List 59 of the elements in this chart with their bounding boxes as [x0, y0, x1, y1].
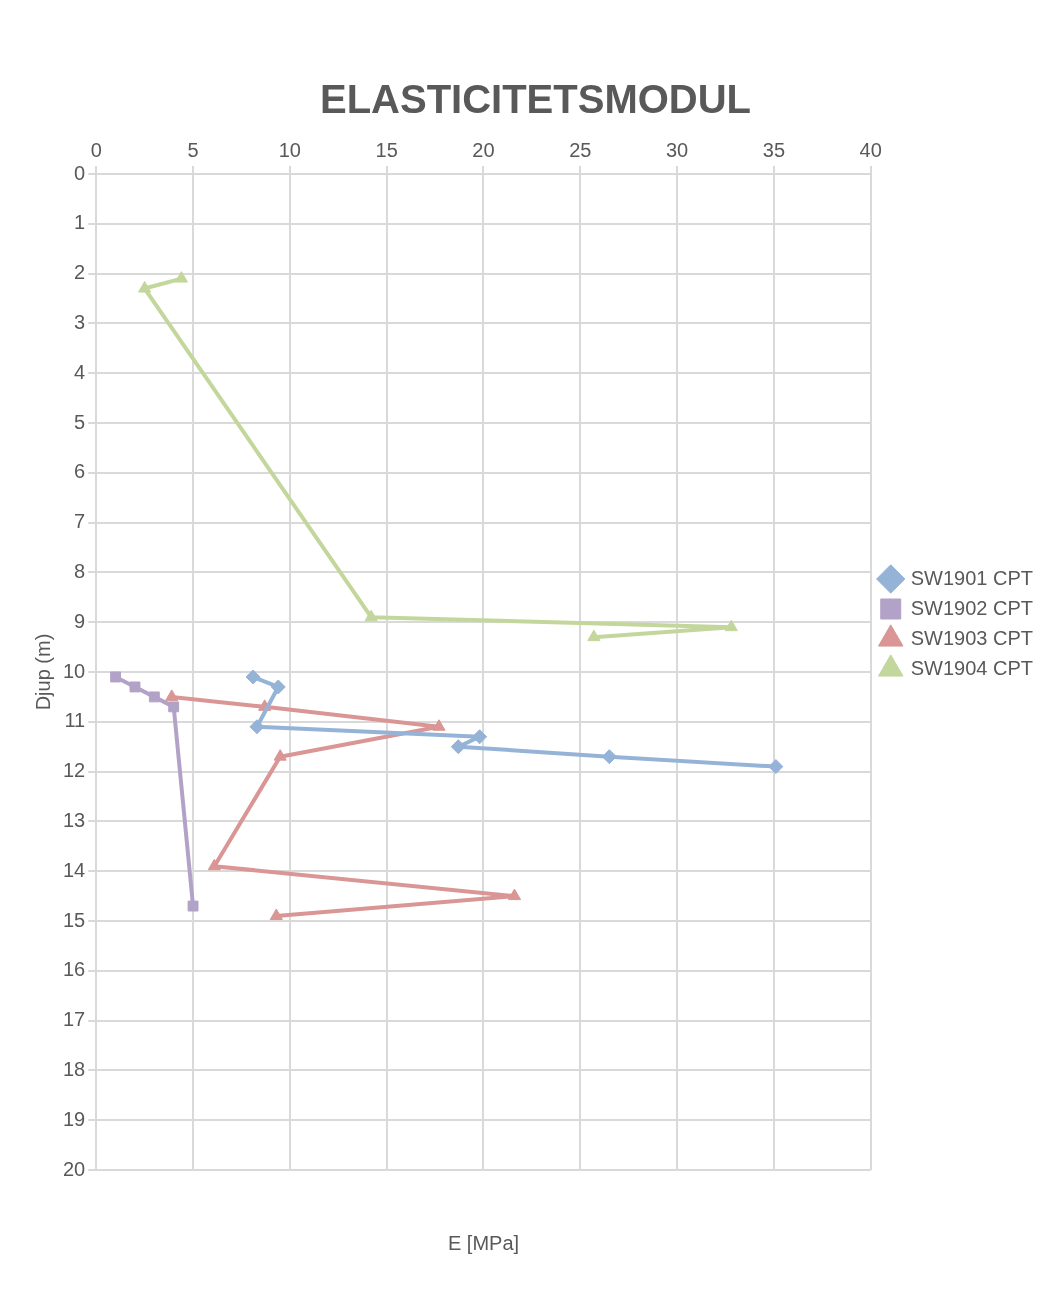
y-axis-title: Djup (m)	[31, 633, 54, 711]
y-tick-label: 12	[63, 759, 86, 782]
point	[269, 908, 283, 921]
x-tick-label: 35	[762, 138, 786, 161]
point	[187, 900, 199, 912]
legend-label: SW1901 CPT	[910, 566, 1033, 589]
point	[245, 669, 261, 685]
point	[168, 701, 180, 713]
y-tick-label: 1	[74, 211, 86, 234]
y-tick-label: 7	[74, 510, 86, 533]
y-tick-label: 15	[63, 908, 86, 931]
x-tick-label: 15	[375, 138, 398, 161]
y-tick-label: 3	[74, 310, 86, 333]
y-tick-label: 17	[63, 1008, 86, 1031]
point	[768, 759, 784, 775]
point	[507, 888, 522, 901]
point	[129, 681, 141, 693]
point	[148, 691, 160, 703]
point	[601, 749, 617, 765]
point	[472, 729, 488, 745]
point	[364, 609, 378, 622]
y-tick-label: 5	[74, 410, 86, 433]
x-tick-label: 40	[859, 138, 882, 161]
x-tick-label: 0	[90, 138, 102, 161]
x-tick-label: 10	[278, 138, 301, 161]
x-tick-label: 30	[665, 138, 689, 161]
point	[207, 858, 221, 871]
y-tick-label: 19	[63, 1107, 86, 1130]
point	[110, 671, 122, 683]
y-tick-label: 8	[74, 559, 86, 582]
point	[138, 281, 152, 293]
y-tick-label: 14	[63, 858, 86, 881]
x-tick-label: 5	[187, 138, 199, 161]
y-tick-label: 18	[63, 1057, 86, 1080]
y-tick-label: 10	[63, 659, 86, 682]
y-tick-label: 20	[63, 1157, 86, 1180]
y-tick-label: 6	[74, 460, 86, 483]
chart-title: ELASTICITETSMODUL	[319, 77, 752, 122]
point	[174, 271, 188, 283]
point	[587, 629, 601, 642]
y-tick-label: 16	[63, 958, 86, 981]
point	[249, 719, 265, 735]
y-tick-label: 13	[63, 808, 86, 831]
legend-label: SW1903 CPT	[910, 626, 1033, 649]
point	[724, 619, 738, 632]
point	[165, 689, 179, 701]
point	[270, 679, 286, 695]
y-tick-label: 11	[64, 709, 86, 732]
point	[273, 749, 287, 761]
legend-label: SW1904 CPT	[910, 656, 1033, 679]
x-tick-label: 25	[569, 138, 592, 161]
y-tick-label: 4	[74, 360, 86, 383]
y-tick-label: 2	[74, 261, 86, 284]
point	[432, 719, 446, 731]
y-tick-label: 9	[74, 609, 86, 632]
legend-label: SW1902 CPT	[910, 596, 1033, 619]
y-tick-label: 0	[74, 161, 86, 184]
x-tick-label: 20	[472, 138, 495, 161]
x-axis-title: E [MPa]	[447, 1232, 520, 1254]
